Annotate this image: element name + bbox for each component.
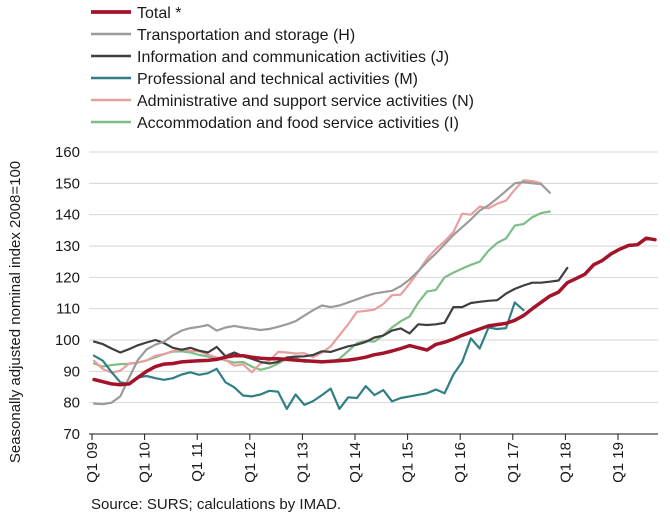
x-tick-label: Q1 19	[610, 442, 627, 483]
x-tick-label: Q1 10	[137, 442, 154, 483]
series-line	[92, 181, 551, 406]
series-line	[92, 266, 569, 365]
legend-label: Information and communication activities…	[137, 49, 449, 66]
y-tick-label: 160	[55, 144, 80, 161]
y-tick-label: 80	[63, 395, 80, 412]
series-line	[92, 301, 525, 410]
y-tick-label: 100	[55, 332, 80, 349]
series-line	[92, 179, 543, 374]
x-tick-label: Q1 15	[400, 442, 417, 483]
x-tick-label: Q1 18	[557, 442, 574, 483]
y-tick-label: 150	[55, 175, 80, 192]
gridlines	[89, 151, 658, 404]
legend-label: Administrative and support service activ…	[137, 93, 474, 110]
legend: Total * Transportation and storage (H) Inf…	[91, 5, 474, 132]
x-tick-label: Q1 09	[84, 442, 101, 483]
source-note: Source: SURS; calculations by IMAD.	[91, 496, 341, 513]
y-tick-label: 90	[63, 363, 80, 380]
x-tick-label: Q1 11	[189, 442, 206, 482]
y-tick-label: 140	[55, 207, 80, 224]
y-axis-title: Seasonally adjusted nominal index 2008=1…	[7, 161, 24, 463]
series-line	[92, 236, 657, 387]
axes: 70 80 90 100 110 120 130 140 150 160 Q1 09 Q1 10 Q1 …	[55, 144, 658, 483]
x-tick-label: Q1 12	[242, 442, 259, 483]
y-tick-label: 120	[55, 269, 80, 286]
y-tick-label: 70	[63, 426, 80, 443]
x-tick-label: Q1 14	[347, 442, 364, 483]
legend-label: Professional and technical activities (M…	[137, 71, 418, 88]
x-tick-label: Q1 17	[505, 442, 522, 483]
y-tick-label: 110	[56, 301, 80, 318]
x-tick-label: Q1 16	[452, 442, 469, 483]
legend-label: Total *	[137, 5, 181, 22]
y-tick-label: 130	[55, 238, 80, 255]
legend-label: Transportation and storage (H)	[137, 27, 355, 44]
legend-label: Accommodation and food service activitie…	[137, 115, 459, 132]
x-tick-label: Q1 13	[294, 442, 311, 483]
series-lines	[92, 179, 657, 410]
